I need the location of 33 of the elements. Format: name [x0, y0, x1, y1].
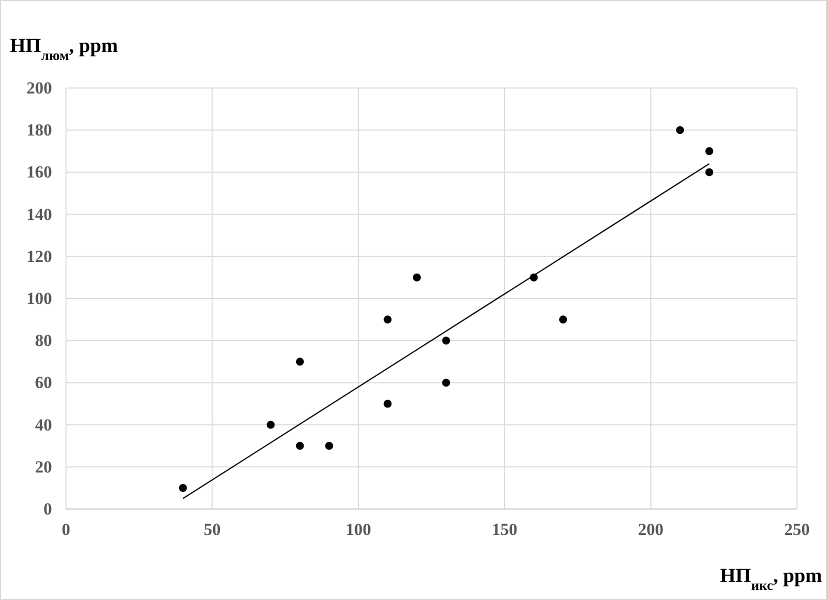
- y-tick-label: 80: [35, 331, 52, 350]
- point: [266, 420, 275, 429]
- point: [705, 168, 714, 176]
- y-axis-title: НП$_{люм}$, ppm: [10, 35, 118, 64]
- y-tick-label: 100: [26, 288, 52, 308]
- point: [384, 400, 392, 408]
- y-tick-label: 20: [35, 457, 52, 476]
- x-tick-label: 50: [204, 520, 221, 540]
- point: [412, 273, 421, 282]
- y-tick-label: 140: [26, 204, 52, 224]
- x-axis-title: НП$_{икс}$, ppm: [720, 565, 822, 594]
- x-tick-label: 100: [346, 520, 372, 540]
- point: [705, 147, 714, 156]
- point: [296, 442, 304, 450]
- y-tick-label: 40: [35, 415, 52, 434]
- x-tick-label: 0: [62, 520, 70, 540]
- y-tick-label: 180: [26, 120, 52, 140]
- point: [676, 126, 684, 134]
- y-tick-label: 120: [26, 246, 52, 266]
- y-tick-label: 0: [44, 499, 52, 518]
- x-tick-label: 250: [784, 520, 810, 540]
- y-tick-label: 160: [26, 162, 52, 182]
- point: [442, 336, 450, 345]
- point: [325, 442, 334, 450]
- y-tick-label: 60: [35, 373, 52, 392]
- point: [178, 484, 187, 492]
- point: [384, 316, 392, 324]
- point: [559, 316, 568, 324]
- x-tick-label: 150: [492, 520, 518, 540]
- point: [442, 378, 450, 387]
- y-tick-label: 200: [26, 78, 52, 98]
- point: [296, 358, 304, 366]
- x-tick-label: 200: [638, 520, 664, 540]
